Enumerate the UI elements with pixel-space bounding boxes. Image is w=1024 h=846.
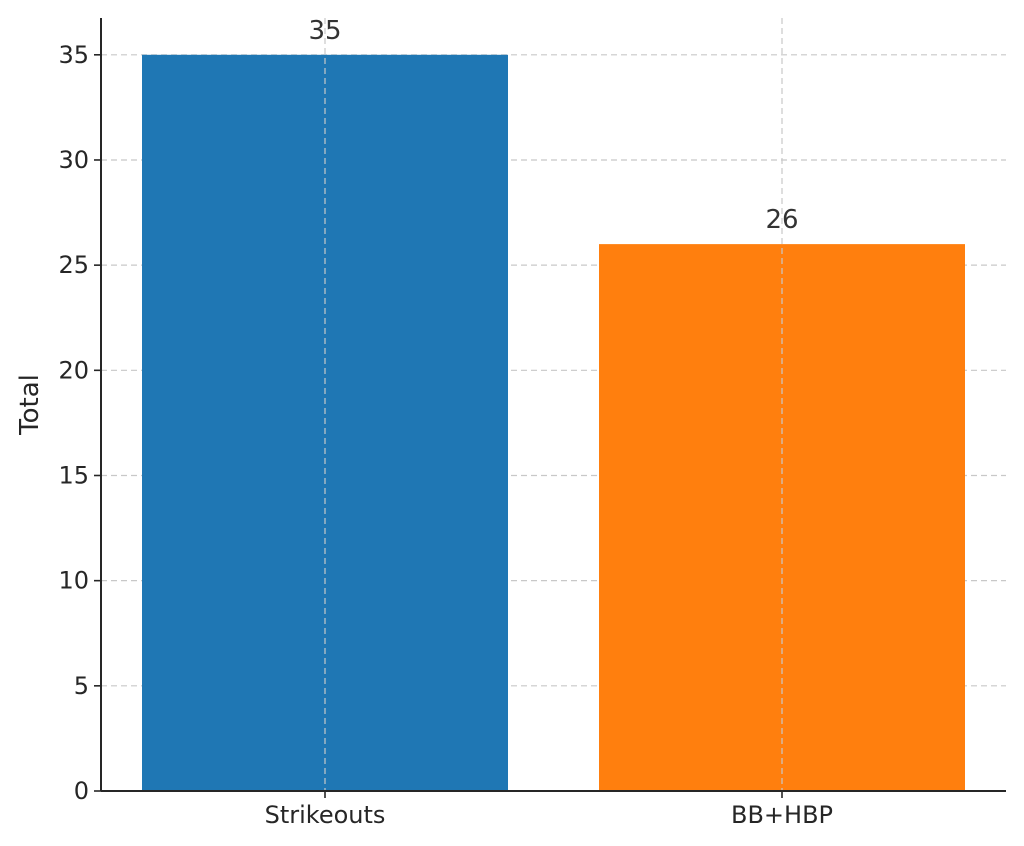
x-tick-label: BB+HBP	[731, 801, 833, 829]
y-tick-label: 10	[58, 567, 89, 595]
bar-value-label: 35	[308, 16, 341, 46]
y-tick-label: 25	[58, 251, 89, 279]
x-tick-label: Strikeouts	[265, 801, 386, 829]
bars	[142, 54, 965, 792]
y-tick-label: 0	[74, 777, 89, 805]
data-labels: 35 26	[308, 16, 798, 235]
y-tick-label: 35	[58, 41, 89, 69]
tick-labels: 0 5 10 15 20 25 30 35 Strikeouts BB+HBP	[58, 41, 833, 829]
y-tick-label: 15	[58, 461, 89, 489]
bar-value-label: 26	[765, 205, 798, 235]
y-tick-label: 30	[58, 146, 89, 174]
y-tick-label: 5	[74, 672, 89, 700]
axes	[94, 18, 1006, 798]
y-axis-title: Total	[15, 374, 45, 436]
y-tick-label: 20	[58, 356, 89, 384]
